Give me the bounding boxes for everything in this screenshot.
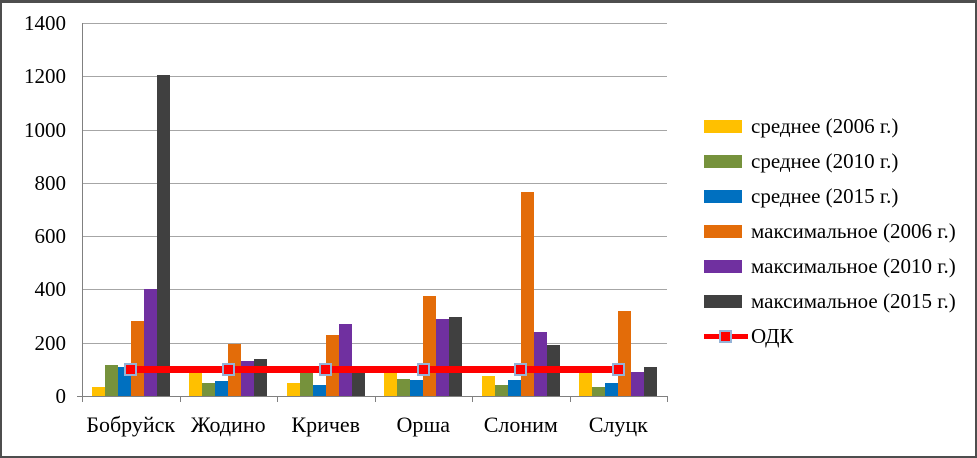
legend-swatch xyxy=(704,120,742,133)
bar-максимальное (2010 г.)-Слуцк xyxy=(631,372,645,396)
legend-swatch xyxy=(704,190,742,203)
legend-item: максимальное (2010 г.) xyxy=(704,249,956,284)
legend-line-marker-icon xyxy=(704,329,748,344)
legend-label: среднее (2015 г.) xyxy=(751,184,899,208)
gridline-800 xyxy=(82,182,667,184)
gridline-400 xyxy=(82,289,667,291)
bar-среднее (2015 г.)-Кричев xyxy=(312,385,326,396)
bar-среднее (2015 г.)-Слоним xyxy=(507,380,521,396)
gridline-1400 xyxy=(82,23,667,24)
bar-максимальное (2015 г.)-Бобруйск xyxy=(156,74,170,396)
legend-label: среднее (2010 г.) xyxy=(751,149,899,173)
gridline-600 xyxy=(82,236,667,238)
bar-среднее (2010 г.)-Бобруйск xyxy=(104,365,118,396)
legend-swatch xyxy=(704,225,742,238)
bar-максимальное (2006 г.)-Бобруйск xyxy=(130,321,144,396)
bar-максимальное (2006 г.)-Орша xyxy=(423,296,437,396)
reference-marker-Слуцк xyxy=(611,362,625,376)
bar-максимальное (2010 г.)-Слоним xyxy=(533,332,547,396)
bar-среднее (2006 г.)-Слуцк xyxy=(579,369,593,396)
x-axis-tick xyxy=(569,396,571,402)
bar-среднее (2006 г.)-Жодино xyxy=(189,368,203,396)
legend-label: среднее (2006 г.) xyxy=(751,114,899,138)
bar-среднее (2015 г.)-Орша xyxy=(410,380,424,396)
bar-максимальное (2010 г.)-Орша xyxy=(436,318,450,396)
bar-среднее (2010 г.)-Орша xyxy=(397,378,411,396)
y-axis-label-200: 200 xyxy=(34,330,67,355)
reference-marker-Орша xyxy=(416,362,430,376)
legend-label: максимальное (2015 г.) xyxy=(751,289,956,313)
legend-item: среднее (2010 г.) xyxy=(704,144,956,179)
gridline-200 xyxy=(82,342,667,344)
category-label-Слоним: Слоним xyxy=(483,412,558,437)
y-axis-label-1400: 1400 xyxy=(24,11,66,35)
bar-среднее (2006 г.)-Кричев xyxy=(286,382,300,396)
x-axis-line xyxy=(77,396,667,397)
category-label-Слуцк: Слуцк xyxy=(588,412,648,437)
legend-swatch xyxy=(704,155,742,168)
category-label-Бобруйск: Бобруйск xyxy=(86,412,176,437)
x-axis-tick xyxy=(472,396,473,402)
bar-максимальное (2006 г.)-Слуцк xyxy=(618,310,632,396)
reference-line-odk xyxy=(130,365,619,373)
reference-marker-Слоним xyxy=(514,362,528,376)
gridline-1000 xyxy=(82,129,667,131)
legend-label: максимальное (2006 г.) xyxy=(751,219,956,243)
y-axis-label-800: 800 xyxy=(34,170,67,195)
legend-label: максимальное (2010 г.) xyxy=(751,254,956,278)
bar-среднее (2006 г.)-Бобруйск xyxy=(91,386,105,396)
bar-среднее (2015 г.)-Жодино xyxy=(215,381,229,396)
legend-swatch xyxy=(704,260,742,273)
bar-максимальное (2006 г.)-Кричев xyxy=(325,334,339,396)
legend-item: среднее (2015 г.) xyxy=(704,179,956,214)
y-axis-label-1200: 1200 xyxy=(24,64,66,89)
bar-максимальное (2010 г.)-Кричев xyxy=(338,324,352,396)
bar-максимальное (2015 г.)-Орша xyxy=(449,317,463,396)
x-axis-tick xyxy=(277,396,278,402)
reference-marker-Жодино xyxy=(221,362,235,376)
bar-среднее (2010 г.)-Слуцк xyxy=(592,386,606,396)
y-axis-label-0: 0 xyxy=(55,384,67,408)
bar-среднее (2010 г.)-Слоним xyxy=(494,385,508,396)
y-axis-line xyxy=(82,23,83,402)
bar-максимальное (2015 г.)-Жодино xyxy=(254,358,268,396)
bar-среднее (2006 г.)-Орша xyxy=(384,369,398,396)
x-axis-tick xyxy=(667,396,668,402)
legend-odk-marker xyxy=(719,330,732,343)
x-axis-tick xyxy=(179,396,181,402)
legend-item: максимальное (2015 г.) xyxy=(704,284,956,319)
legend-item: среднее (2006 г.) xyxy=(704,109,956,144)
bar-максимальное (2010 г.)-Бобруйск xyxy=(143,289,157,396)
legend-item-odk: ОДК xyxy=(704,319,956,354)
legend: среднее (2006 г.) среднее (2010 г.) средне… xyxy=(704,109,956,354)
bar-максимальное (2015 г.)-Кричев xyxy=(351,370,365,396)
bar-среднее (2015 г.)-Слуцк xyxy=(605,382,619,396)
bar-среднее (2010 г.)-Жодино xyxy=(202,382,216,396)
bar-максимальное (2006 г.)-Слоним xyxy=(520,192,534,396)
bar-среднее (2010 г.)-Кричев xyxy=(299,373,313,396)
category-label-Кричев: Кричев xyxy=(291,412,361,437)
bar-среднее (2006 г.)-Слоним xyxy=(481,376,495,396)
reference-marker-Кричев xyxy=(319,362,333,376)
y-axis-label-400: 400 xyxy=(34,277,67,302)
gridline-1200 xyxy=(82,76,667,78)
y-axis-label-1000: 1000 xyxy=(24,117,66,142)
category-label-Орша: Орша xyxy=(396,412,451,437)
legend-item: максимальное (2006 г.) xyxy=(704,214,956,249)
x-axis-tick xyxy=(374,396,376,402)
category-label-Жодино: Жодино xyxy=(190,412,266,437)
reference-marker-Бобруйск xyxy=(124,362,138,376)
legend-swatch xyxy=(704,295,742,308)
bar-максимальное (2015 г.)-Слуцк xyxy=(644,366,658,396)
x-axis-tick xyxy=(82,396,83,402)
legend-label: ОДК xyxy=(751,324,794,348)
y-axis-label-600: 600 xyxy=(34,224,67,249)
